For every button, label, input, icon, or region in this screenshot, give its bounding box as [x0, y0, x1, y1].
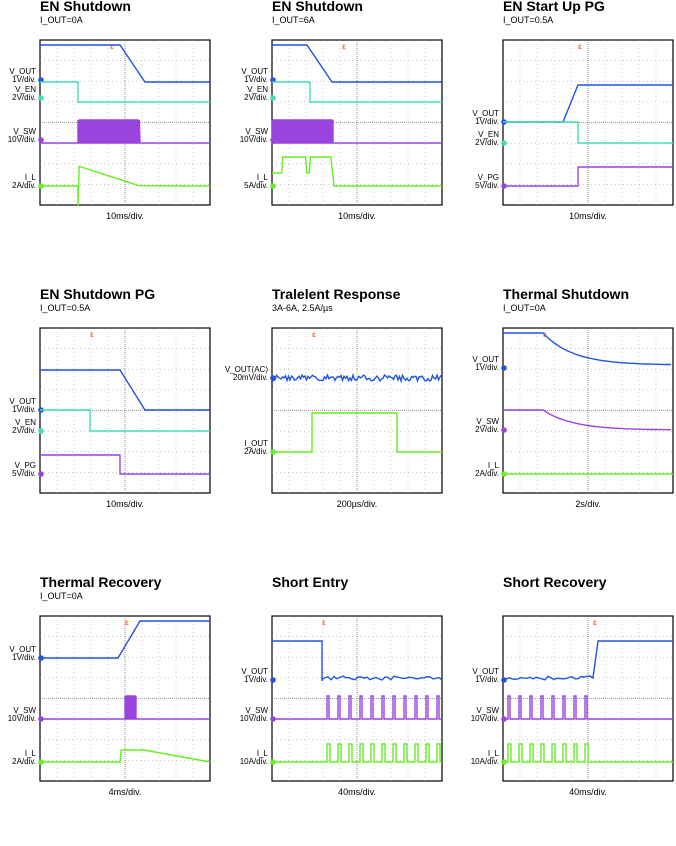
channel-marker [501, 427, 507, 433]
channel-scale: 5V/div. [12, 469, 36, 478]
channel-scale: 5A/div. [244, 181, 268, 190]
channel-marker [501, 677, 507, 683]
timebase-label: 10ms/div. [528, 211, 648, 221]
scope-screen: εV_OUT1V/div.V_EN2V/div.V_SW10V/div.I_L2… [40, 0, 260, 260]
trigger-marker: ε [110, 42, 114, 51]
scope-screen: ε V_OUT1V/div. V_SW10V/div. I_L2A/div. [40, 576, 260, 836]
scope-panel: Short Recovery ε V_OUT 1V/div. V_SW 10V/div. I… [503, 576, 676, 846]
channel-scale: 10V/div. [240, 135, 268, 144]
channel-scale: 2A/div. [475, 469, 499, 478]
channel-scale: 10V/div. [8, 135, 36, 144]
timebase-label: 40ms/div. [528, 787, 648, 797]
scope-screen: ε V_OUT1V/div. V_SW10V/div. I_L10A/div. [503, 576, 676, 836]
channel-scale: 1V/div. [475, 363, 499, 372]
channel-marker [501, 140, 507, 146]
timebase-label: 2s/div. [528, 499, 648, 509]
trigger-marker: ε [312, 330, 316, 339]
channel-marker [270, 95, 276, 101]
scope-panel: EN Shutdown I_OUT=0A ε V_OUT 1V/div. V_EN 2V/d… [40, 0, 260, 270]
channel-scale: 10V/div. [471, 714, 499, 723]
channel-scale: 1V/div. [475, 675, 499, 684]
channel-marker [38, 183, 44, 189]
channel-marker [270, 759, 276, 765]
trigger-marker: ε [125, 618, 129, 627]
channel-marker [501, 759, 507, 765]
scope-panel: Thermal Shutdown I_OUT=0A ε V_OUT 1V/div. V_S… [503, 288, 676, 558]
channel-marker [38, 655, 44, 661]
channel-scale: 2A/div. [244, 447, 268, 456]
scope-screen: εV_OUT1V/div.V_SW2V/div.I_L2A/div. [503, 288, 676, 548]
timebase-label: 40ms/div. [297, 787, 417, 797]
channel-scale: 20mV/div. [233, 373, 268, 382]
channel-scale: 1V/div. [12, 75, 36, 84]
channel-scale: 5V/div. [475, 181, 499, 190]
channel-scale: 2V/div. [12, 93, 36, 102]
trigger-marker: ε [578, 42, 582, 51]
channel-marker [501, 183, 507, 189]
scope-panel: EN Shutdown I_OUT=6A ε V_OUT 1V/div. V_EN 2V/d… [272, 0, 492, 270]
channel-marker [38, 471, 44, 477]
channel-scale: 2A/div. [12, 757, 36, 766]
channel-scale: 2V/div. [475, 138, 499, 147]
channel-scale: 10V/div. [8, 714, 36, 723]
timebase-label: 10ms/div. [65, 211, 185, 221]
timebase-label: 200µs/div. [297, 499, 417, 509]
scope-screen: εV_OUT1V/div.V_EN2V/div.V_PG5V/div. [503, 0, 676, 260]
channel-scale: 1V/div. [12, 653, 36, 662]
trigger-marker: ε [342, 42, 346, 51]
scope-panel: Thermal Recovery I_OUT=0A ε V_OUT 1V/div. V_S… [40, 576, 260, 846]
scope-panel: EN Start Up PG I_OUT=0.5A ε V_OUT 1V/div. V_E… [503, 0, 676, 270]
channel-marker [38, 137, 44, 143]
channel-marker [38, 716, 44, 722]
scope-screen: εV_OUT1V/div.V_EN2V/div.V_PG5V/div. [40, 288, 260, 548]
channel-marker [270, 449, 276, 455]
trigger-marker: ε [322, 618, 326, 627]
channel-scale: 2V/div. [475, 425, 499, 434]
scope-screen: ε V_OUT1V/div. V_SW10V/div. I_L10A/div. [272, 576, 492, 836]
scope-screen: εV_OUT1V/div.V_EN2V/div.V_SW10V/div.I_L5… [272, 0, 492, 260]
channel-scale: 10V/div. [240, 714, 268, 723]
channel-scale: 1V/div. [244, 75, 268, 84]
scope-panel: Short Entry ε V_OUT 1V/div. V_SW 10V/div. I_L 1… [272, 576, 492, 846]
channel-marker [270, 716, 276, 722]
channel-scale: 10A/div. [240, 757, 268, 766]
channel-scale: 2V/div. [12, 426, 36, 435]
channel-marker [38, 95, 44, 101]
channel-marker [501, 471, 507, 477]
channel-marker [38, 428, 44, 434]
timebase-label: 10ms/div. [297, 211, 417, 221]
channel-scale: 1V/div. [12, 405, 36, 414]
scope-panel: Tralelent Response 3A-6A, 2.5A/µs ε V_OUT(A… [272, 288, 492, 558]
channel-marker [501, 716, 507, 722]
channel-scale: 1V/div. [475, 117, 499, 126]
channel-scale: 2V/div. [244, 93, 268, 102]
channel-marker [270, 183, 276, 189]
channel-marker [270, 677, 276, 683]
scope-screen: ε V_OUT(AC)20mV/div. I_OUT2A/div. [272, 288, 492, 548]
trigger-marker: ε [90, 330, 94, 339]
channel-marker [270, 375, 276, 381]
channel-marker [38, 759, 44, 765]
channel-marker [501, 365, 507, 371]
channel-marker [270, 137, 276, 143]
timebase-label: 4ms/div. [65, 787, 185, 797]
timebase-label: 10ms/div. [65, 499, 185, 509]
scope-panel: EN Shutdown PG I_OUT=0.5A ε V_OUT 1V/div. V_E… [40, 288, 260, 558]
channel-scale: 10A/div. [471, 757, 499, 766]
channel-scale: 2A/div. [12, 181, 36, 190]
trigger-marker: ε [593, 618, 597, 627]
channel-scale: 1V/div. [244, 675, 268, 684]
